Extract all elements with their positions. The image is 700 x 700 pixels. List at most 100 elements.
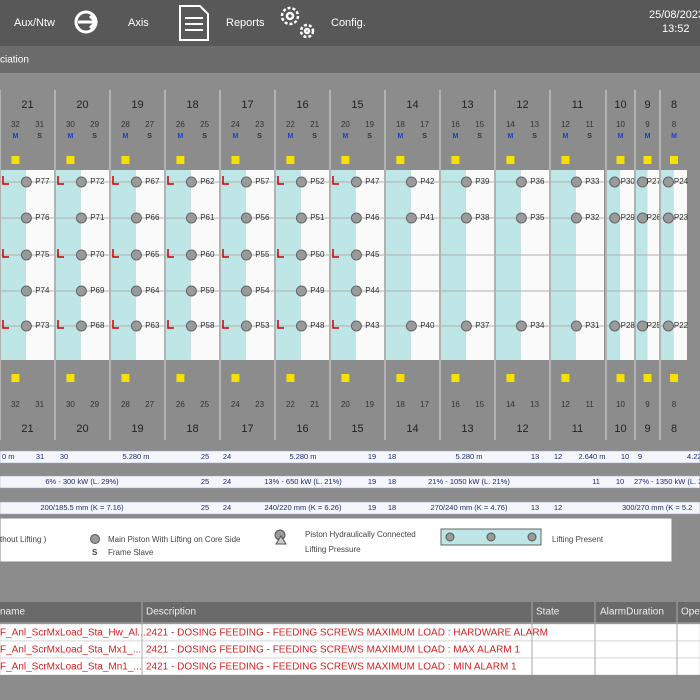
piston[interactable] xyxy=(609,212,621,224)
piston-label[interactable]: P45 xyxy=(365,250,380,259)
piston-label[interactable]: P62 xyxy=(200,177,215,186)
piston-label[interactable]: P70 xyxy=(90,250,105,259)
piston[interactable] xyxy=(185,285,197,297)
piston-label[interactable]: P77 xyxy=(35,177,50,186)
reports-icon[interactable] xyxy=(179,5,209,41)
piston[interactable] xyxy=(460,212,472,224)
piston-label[interactable]: P44 xyxy=(365,286,380,295)
piston[interactable] xyxy=(240,212,252,224)
piston[interactable] xyxy=(20,249,32,261)
piston[interactable] xyxy=(295,212,307,224)
piston-label[interactable]: P59 xyxy=(200,286,215,295)
piston[interactable] xyxy=(185,249,197,261)
piston[interactable] xyxy=(460,320,472,332)
piston[interactable] xyxy=(350,320,362,332)
piston[interactable] xyxy=(240,285,252,297)
piston[interactable] xyxy=(75,285,87,297)
piston-label[interactable]: P56 xyxy=(255,213,270,222)
nav-item[interactable]: Config. xyxy=(331,17,366,29)
piston[interactable] xyxy=(515,212,527,224)
piston[interactable] xyxy=(130,320,142,332)
piston[interactable] xyxy=(130,249,142,261)
piston-label[interactable]: P52 xyxy=(310,177,325,186)
piston[interactable] xyxy=(637,176,648,188)
piston-label[interactable]: P71 xyxy=(90,213,105,222)
piston[interactable] xyxy=(240,249,252,261)
piston[interactable] xyxy=(350,285,362,297)
piston-label[interactable]: P49 xyxy=(310,286,325,295)
piston-label[interactable]: P74 xyxy=(35,286,50,295)
piston[interactable] xyxy=(75,212,87,224)
piston-label[interactable]: P76 xyxy=(35,213,50,222)
piston-label[interactable]: P26 xyxy=(647,213,662,222)
alarm-column[interactable]: Description xyxy=(146,607,196,618)
piston-label[interactable]: P55 xyxy=(255,250,270,259)
piston[interactable] xyxy=(609,320,621,332)
piston-label[interactable]: P33 xyxy=(585,177,600,186)
piston[interactable] xyxy=(75,320,87,332)
piston[interactable] xyxy=(460,176,472,188)
piston[interactable] xyxy=(295,320,307,332)
piston[interactable] xyxy=(609,176,621,188)
piston[interactable] xyxy=(185,212,197,224)
piston[interactable] xyxy=(570,320,582,332)
piston[interactable] xyxy=(515,320,527,332)
piston[interactable] xyxy=(637,212,648,224)
piston[interactable] xyxy=(295,285,307,297)
piston-label[interactable]: P40 xyxy=(420,321,435,330)
piston-label[interactable]: P75 xyxy=(35,250,50,259)
piston-label[interactable]: P27 xyxy=(647,177,662,186)
piston[interactable] xyxy=(20,320,32,332)
piston-label[interactable]: P66 xyxy=(145,213,160,222)
piston-label[interactable]: P47 xyxy=(365,177,380,186)
piston[interactable] xyxy=(130,176,142,188)
piston[interactable] xyxy=(350,249,362,261)
nav-item[interactable]: Aux/Ntw xyxy=(14,17,55,29)
piston-label[interactable]: P73 xyxy=(35,321,50,330)
piston-label[interactable]: P68 xyxy=(90,321,105,330)
piston[interactable] xyxy=(405,320,417,332)
piston[interactable] xyxy=(20,212,32,224)
piston[interactable] xyxy=(20,176,32,188)
piston-label[interactable]: P31 xyxy=(585,321,600,330)
alarm-column[interactable]: State xyxy=(536,607,560,618)
piston-label[interactable]: P57 xyxy=(255,177,270,186)
nav-item[interactable]: Axis xyxy=(128,17,149,29)
piston-label[interactable]: P53 xyxy=(255,321,270,330)
alarm-column[interactable]: Ope xyxy=(681,607,700,618)
piston[interactable] xyxy=(295,249,307,261)
nav-item[interactable]: Reports xyxy=(226,17,265,29)
piston-label[interactable]: P43 xyxy=(365,321,380,330)
piston-label[interactable]: P46 xyxy=(365,213,380,222)
config-icon[interactable] xyxy=(280,6,315,39)
piston[interactable] xyxy=(405,176,417,188)
piston[interactable] xyxy=(295,176,307,188)
piston-label[interactable]: P63 xyxy=(145,321,160,330)
piston-label[interactable]: P72 xyxy=(90,177,105,186)
tab-label[interactable]: ciation xyxy=(0,55,29,66)
piston-label[interactable]: P32 xyxy=(585,213,600,222)
piston-label[interactable]: P50 xyxy=(310,250,325,259)
piston[interactable] xyxy=(662,320,674,332)
piston-label[interactable]: P58 xyxy=(200,321,215,330)
piston-label[interactable]: P42 xyxy=(420,177,435,186)
piston[interactable] xyxy=(637,320,648,332)
piston-label[interactable]: P25 xyxy=(647,321,662,330)
piston-label[interactable]: P48 xyxy=(310,321,325,330)
piston[interactable] xyxy=(20,285,32,297)
piston[interactable] xyxy=(75,176,87,188)
piston-label[interactable]: P38 xyxy=(475,213,490,222)
piston[interactable] xyxy=(515,176,527,188)
piston-label[interactable]: P23 xyxy=(674,213,689,222)
piston-label[interactable]: P39 xyxy=(475,177,490,186)
piston-label[interactable]: P34 xyxy=(530,321,545,330)
piston[interactable] xyxy=(240,176,252,188)
piston-label[interactable]: P54 xyxy=(255,286,270,295)
piston-label[interactable]: P36 xyxy=(530,177,545,186)
piston[interactable] xyxy=(240,320,252,332)
piston-label[interactable]: P64 xyxy=(145,286,160,295)
piston-label[interactable]: P60 xyxy=(200,250,215,259)
piston-label[interactable]: P24 xyxy=(674,177,689,186)
piston[interactable] xyxy=(130,285,142,297)
piston-label[interactable]: P22 xyxy=(674,321,689,330)
